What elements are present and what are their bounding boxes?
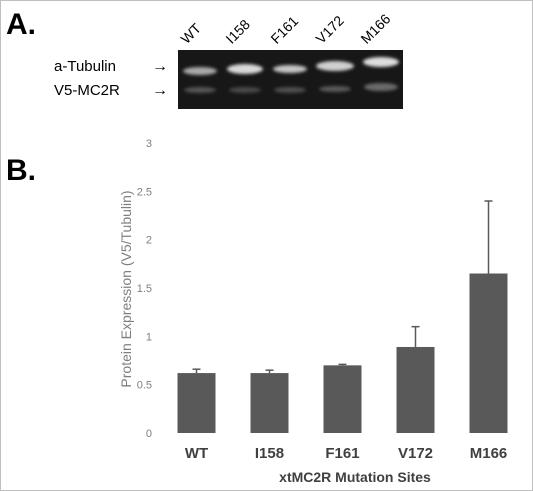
bar-f161 [323,365,362,433]
western-blot-image [178,50,403,109]
y-tick-label: 1.5 [137,283,152,295]
panel-b-label: B. [6,154,36,187]
bar-v172 [396,346,435,433]
y-tick-label: 1 [146,331,152,343]
y-tick-label: 0 [146,428,152,440]
western-blot-bands [178,50,403,109]
y-axis-title: Protein Expression (V5/Tubulin) [118,190,134,387]
y-tick-label: 2.5 [137,186,152,198]
band-label-tubulin: a-Tubulin [54,58,116,75]
panel-a-label: A. [6,8,36,41]
x-tick-label: V172 [398,445,433,462]
y-tick-label: 2 [146,235,152,247]
y-tick-label: 3 [146,138,152,150]
arrow-icon-tubulin: → [152,58,168,75]
band-label-v5-mc2r: V5-MC2R [54,82,120,99]
x-tick-label: WT [185,445,208,462]
y-tick-label: 0.5 [137,380,152,392]
bar-i158 [250,373,289,433]
x-tick-label: I158 [255,445,284,462]
x-tick-label: M166 [470,445,508,462]
x-tick-label: F161 [325,445,359,462]
chart-layer: 0 0.5 1 1.5 2 2.5 3 WT I158 F161 V172 M166 [137,138,508,462]
bar-wt [177,373,216,433]
x-axis-title: xtMC2R Mutation Sites [279,469,431,485]
arrow-icon-v5-mc2r: → [152,82,168,99]
bar-m166 [469,273,508,433]
